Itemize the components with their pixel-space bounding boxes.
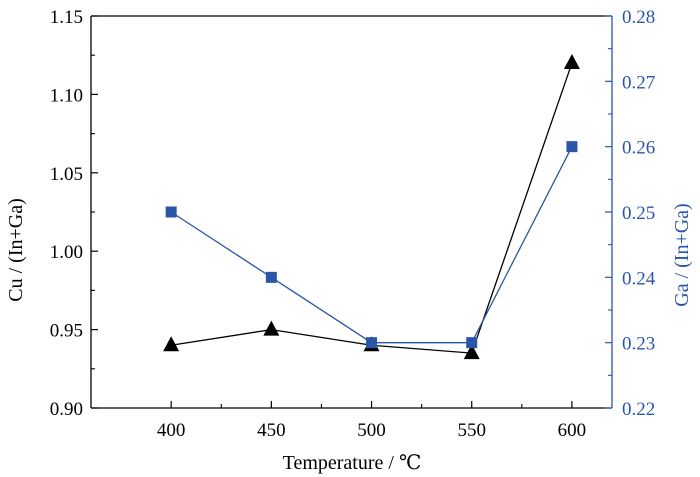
- y-left-tick-label: 0.90: [50, 399, 83, 420]
- y-axis-left: 0.90 0.95 1.00 1.05 1.10 1.15: [50, 7, 98, 420]
- y-axis-right-title: Ga / (In+Ga): [671, 203, 693, 306]
- x-axis: 400 450 500 550 600: [157, 401, 586, 441]
- x-tick-label: 500: [357, 420, 386, 441]
- y-axis-right: 0.22 0.23 0.24 0.25 0.26 0.27 0.28: [605, 7, 656, 420]
- y-right-tick-label: 0.25: [622, 203, 655, 224]
- series-line: [170, 146, 573, 344]
- y-left-tick-label: 1.05: [50, 164, 83, 185]
- triangle-marker: [463, 344, 480, 360]
- y-right-tick-label: 0.23: [622, 334, 655, 355]
- y-left-tick-label: 1.00: [50, 242, 83, 263]
- square-marker: [466, 337, 478, 349]
- square-marker: [366, 337, 378, 349]
- y-left-tick-label: 1.15: [50, 7, 83, 28]
- x-tick-label: 450: [257, 420, 286, 441]
- x-tick-label: 600: [558, 420, 587, 441]
- square-marker: [265, 271, 277, 283]
- triangle-marker: [563, 54, 580, 70]
- y-left-tick-label: 1.10: [50, 85, 83, 106]
- x-axis-title: Temperature / ℃: [283, 452, 422, 474]
- y-right-tick-label: 0.28: [622, 7, 655, 28]
- series-line: [171, 62, 573, 354]
- y-right-tick-label: 0.24: [622, 268, 656, 289]
- triangle-marker: [263, 320, 280, 336]
- y-right-tick-label: 0.26: [622, 138, 655, 159]
- triangle-marker: [163, 336, 180, 352]
- x-tick-label: 550: [457, 420, 486, 441]
- square-marker: [566, 141, 578, 153]
- series-cu-ratio: [163, 54, 580, 360]
- series-layer: [163, 54, 580, 360]
- y-right-tick-label: 0.27: [622, 72, 655, 93]
- series-ga-ratio: [165, 141, 578, 349]
- y-left-tick-label: 0.95: [50, 321, 83, 342]
- x-tick-label: 400: [157, 420, 186, 441]
- y-axis-left-title: Cu / (In+Ga): [5, 198, 27, 301]
- square-marker: [165, 206, 177, 218]
- y-right-tick-label: 0.22: [622, 399, 655, 420]
